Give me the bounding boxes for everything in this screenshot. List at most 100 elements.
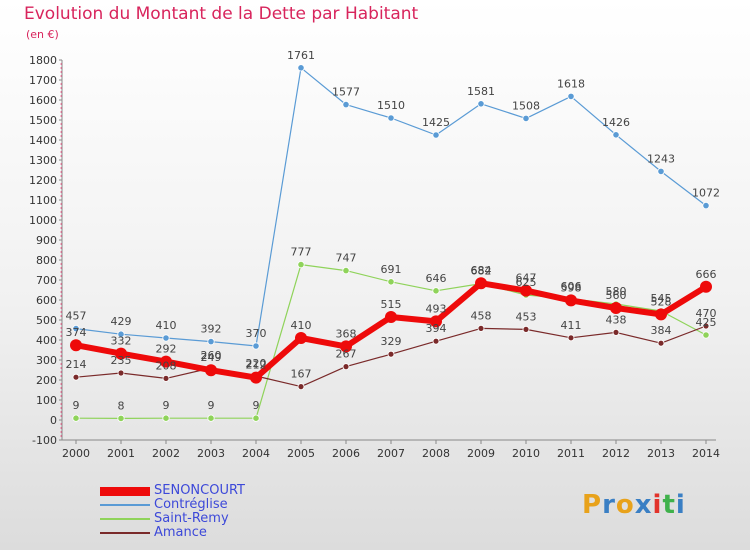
data-label: 235: [111, 354, 132, 367]
data-point: [565, 294, 577, 307]
data-point: [72, 324, 80, 333]
data-label: 9: [253, 399, 260, 412]
data-point: [522, 114, 530, 123]
y-tick-label: 600: [36, 294, 57, 307]
x-tick-label: 2006: [332, 447, 360, 460]
data-label: 214: [66, 358, 87, 371]
y-tick-label: 700: [36, 274, 57, 287]
y-tick-label: 1100: [29, 194, 57, 207]
data-label: 458: [471, 309, 492, 322]
data-label: 410: [291, 319, 312, 332]
data-label: 493: [426, 302, 447, 315]
data-label: 329: [381, 335, 402, 348]
data-label: 1761: [287, 49, 315, 62]
data-label: 370: [246, 327, 267, 340]
data-label: 747: [336, 252, 357, 265]
data-point: [657, 167, 665, 175]
data-point: [70, 339, 82, 352]
x-tick-label: 2007: [377, 447, 405, 460]
data-label: 457: [66, 310, 87, 323]
data-label: 1425: [422, 116, 450, 129]
data-point: [702, 322, 710, 330]
legend-swatch: [100, 532, 150, 534]
y-tick-label: 1500: [29, 114, 57, 127]
data-label: 598: [561, 281, 582, 294]
legend-label: Contréglise: [154, 497, 228, 512]
y-tick-label: 1200: [29, 174, 57, 187]
data-point: [115, 347, 127, 360]
data-point: [117, 414, 125, 422]
logo-letter: i: [675, 490, 686, 520]
y-tick-label: 100: [36, 394, 57, 407]
data-point: [297, 64, 305, 72]
data-label: 1577: [332, 86, 360, 99]
data-point: [72, 414, 80, 422]
data-label: 260: [201, 349, 222, 362]
data-point: [342, 363, 350, 371]
data-label: 429: [111, 315, 132, 328]
data-label: 528: [651, 295, 672, 308]
data-label: 9: [163, 399, 170, 412]
x-tick-label: 2012: [602, 447, 630, 460]
data-label: 384: [651, 324, 672, 337]
data-label: 1426: [602, 116, 630, 129]
data-point: [522, 325, 530, 333]
data-point: [252, 414, 260, 422]
x-tick-label: 2009: [467, 447, 495, 460]
x-tick-label: 2002: [152, 447, 180, 460]
data-label: 249: [201, 351, 222, 364]
data-point: [205, 364, 217, 377]
data-point: [700, 280, 712, 293]
y-tick-label: 500: [36, 314, 57, 327]
y-tick-label: 1600: [29, 94, 57, 107]
data-label: 368: [336, 327, 357, 340]
data-label: 691: [381, 263, 402, 276]
data-label: 332: [111, 335, 132, 348]
y-tick-label: 200: [36, 374, 57, 387]
data-point: [387, 114, 395, 122]
y-tick-label: 1000: [29, 214, 57, 227]
x-tick-label: 2001: [107, 447, 135, 460]
logo-letter: o: [615, 490, 635, 520]
y-tick-label: 1400: [29, 134, 57, 147]
data-label: 1510: [377, 99, 405, 112]
data-point: [385, 311, 397, 323]
data-label: 777: [291, 246, 312, 259]
data-point: [297, 383, 305, 391]
data-point: [477, 324, 485, 332]
x-tick-label: 2003: [197, 447, 225, 460]
data-label: 267: [336, 348, 357, 361]
y-tick-label: 900: [36, 234, 57, 247]
data-label: 410: [156, 319, 177, 332]
data-point: [387, 350, 395, 358]
x-tick-label: 2011: [557, 447, 585, 460]
x-tick-label: 2010: [512, 447, 540, 460]
data-label: 8: [118, 399, 125, 412]
x-tick-label: 2008: [422, 447, 450, 460]
data-point: [610, 302, 622, 314]
data-point: [432, 131, 440, 139]
data-point: [387, 278, 395, 286]
data-point: [117, 330, 125, 338]
legend-swatch: [100, 504, 150, 506]
data-label: 411: [561, 319, 582, 332]
data-point: [207, 337, 215, 346]
data-label: 625: [516, 276, 537, 289]
proxiti-logo: Proxiti: [582, 490, 686, 520]
y-tick-label: 400: [36, 334, 57, 347]
logo-letter: i: [652, 490, 663, 520]
data-point: [252, 342, 260, 350]
data-label: 220: [246, 357, 267, 370]
data-point: [207, 414, 215, 422]
data-point: [162, 334, 170, 342]
y-tick-label: 0: [50, 414, 57, 427]
data-point: [117, 369, 125, 377]
data-point: [477, 100, 485, 108]
x-tick-label: 2004: [242, 447, 270, 460]
x-tick-label: 2013: [647, 447, 675, 460]
data-point: [162, 374, 170, 382]
data-point: [657, 339, 665, 347]
data-label: 167: [291, 368, 312, 381]
logo-letter: P: [582, 490, 603, 520]
